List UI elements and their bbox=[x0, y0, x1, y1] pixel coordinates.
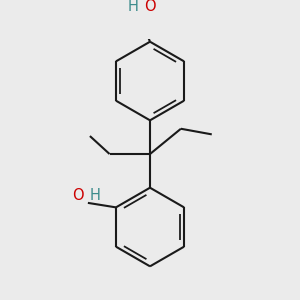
Text: H: H bbox=[89, 188, 100, 202]
Text: H: H bbox=[127, 0, 138, 14]
Text: O: O bbox=[72, 188, 84, 202]
Text: O: O bbox=[144, 0, 156, 14]
